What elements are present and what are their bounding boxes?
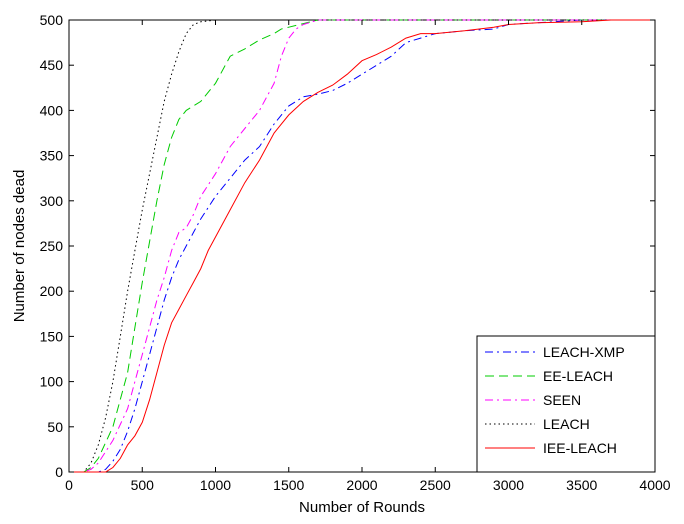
y-tick-label: 150 bbox=[40, 328, 64, 344]
y-tick-label: 200 bbox=[40, 283, 64, 299]
x-tick-label: 3000 bbox=[493, 477, 524, 493]
series-line-leach bbox=[69, 19, 655, 473]
y-tick-label: 250 bbox=[40, 238, 64, 254]
y-tick-label: 50 bbox=[47, 419, 63, 435]
legend-label: LEACH-XMP bbox=[543, 344, 625, 360]
x-axis-label: Number of Rounds bbox=[299, 499, 425, 516]
x-tick-label: 500 bbox=[131, 477, 155, 493]
y-tick-label: 400 bbox=[40, 102, 64, 118]
x-tick-label: 1500 bbox=[273, 477, 304, 493]
legend-box bbox=[476, 335, 656, 473]
series-line-seen bbox=[69, 19, 655, 473]
x-tick-label: 4000 bbox=[639, 477, 670, 493]
series-line-ee-leach bbox=[69, 19, 655, 473]
legend-label: IEE-LEACH bbox=[543, 440, 617, 456]
y-tick-label: 0 bbox=[55, 464, 63, 480]
legend-label: LEACH bbox=[543, 416, 590, 432]
legend-label: SEEN bbox=[543, 392, 581, 408]
series-layer bbox=[69, 19, 655, 473]
legend: LEACH-XMP EE-LEACH SEEN LEACH IEE-LEACH bbox=[476, 335, 656, 473]
series-line-iee-leach bbox=[69, 19, 655, 473]
x-tick-label: 0 bbox=[65, 477, 73, 493]
series-line-leach-xmp bbox=[69, 19, 655, 473]
legend-label: EE-LEACH bbox=[543, 368, 613, 384]
x-tick-label: 2000 bbox=[346, 477, 377, 493]
y-tick-label: 500 bbox=[40, 12, 64, 28]
y-tick-label: 350 bbox=[40, 148, 64, 164]
y-axis-label: Number of nodes dead bbox=[11, 170, 28, 323]
y-tick-label: 450 bbox=[40, 57, 64, 73]
ticks-layer: 0 500 1000 1500 2000 2500 3000 3500 4000 0 50 100 15… bbox=[40, 12, 671, 493]
y-tick-label: 100 bbox=[40, 374, 64, 390]
x-tick-label: 2500 bbox=[420, 477, 451, 493]
x-tick-label: 3500 bbox=[566, 477, 597, 493]
y-tick-label: 300 bbox=[40, 193, 64, 209]
x-tick-label: 1000 bbox=[200, 477, 231, 493]
